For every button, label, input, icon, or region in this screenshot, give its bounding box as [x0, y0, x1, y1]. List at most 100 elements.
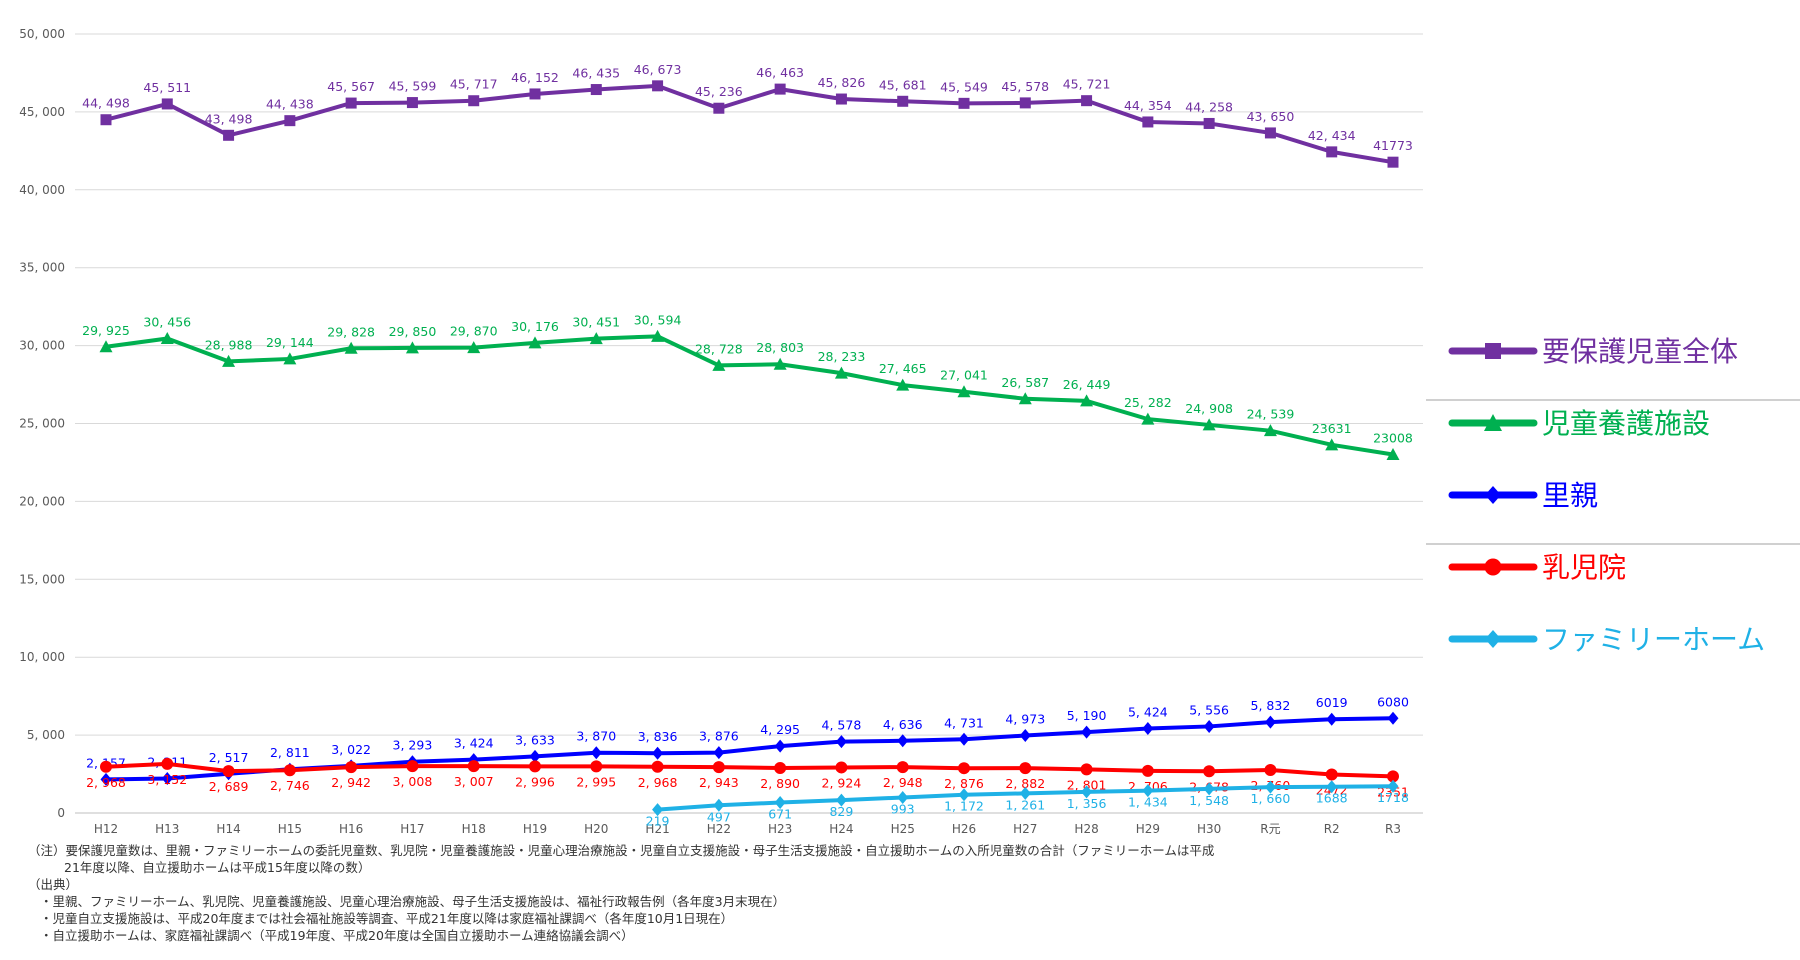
data-label: 41773: [1373, 138, 1413, 153]
data-label: 29, 870: [450, 324, 498, 339]
y-tick-label: 45, 000: [19, 105, 65, 119]
source-line: ・里親、ファミリーホーム、乳児院、児童養護施設、児童心理治療施設、母子生活支援施…: [40, 894, 786, 909]
data-label: 45, 681: [879, 77, 927, 92]
data-point: [1203, 782, 1215, 796]
data-point: [1019, 786, 1031, 800]
data-label: 29, 850: [389, 324, 437, 339]
data-label: 3, 870: [576, 729, 616, 744]
x-tick-label: R2: [1324, 822, 1340, 836]
data-label: 5, 190: [1067, 708, 1107, 723]
data-point: [161, 98, 173, 110]
data-point: [958, 762, 970, 775]
data-label: 3, 007: [454, 774, 494, 789]
data-point: [712, 761, 725, 774]
legend-label: 乳児院: [1542, 551, 1626, 584]
data-label: 42, 434: [1308, 128, 1356, 143]
data-label: 1, 660: [1251, 791, 1291, 806]
x-tick-label: H14: [216, 822, 240, 836]
data-label: 2, 811: [270, 745, 310, 760]
x-tick-label: H20: [584, 822, 608, 836]
data-point: [1264, 763, 1277, 776]
x-tick-label: H24: [829, 822, 853, 836]
y-tick-label: 50, 000: [19, 27, 65, 41]
x-tick-label: H19: [523, 822, 547, 836]
data-point: [99, 340, 113, 353]
data-label: 4, 731: [944, 715, 984, 730]
data-point: [1142, 721, 1154, 735]
data-point: [345, 97, 357, 109]
data-label: 2, 968: [638, 775, 678, 790]
data-label: 45, 511: [143, 80, 191, 95]
data-label: 4, 578: [822, 718, 862, 733]
data-point: [590, 746, 602, 760]
data-label: 1, 356: [1067, 796, 1107, 811]
note-line: （注）要保護児童数は、里親・ファミリーホームの委託児童数、乳児院・児童養護施設・…: [28, 843, 1215, 858]
source-line: ・児童自立支援施設は、平成20年度までは社会福祉施設等調査、平成21年度以降は家…: [40, 911, 734, 926]
data-point: [344, 341, 358, 354]
x-tick-label: H12: [94, 822, 118, 836]
data-label: 3, 424: [454, 736, 494, 751]
data-label: 27, 465: [879, 361, 927, 376]
data-label: 2, 996: [515, 774, 555, 789]
data-label: 30, 176: [511, 319, 559, 334]
data-label: 5, 556: [1189, 702, 1229, 717]
data-point: [713, 798, 725, 812]
data-point: [896, 378, 910, 391]
x-tick-label: H17: [400, 822, 424, 836]
data-point: [467, 760, 480, 773]
data-point: [713, 746, 725, 760]
data-point: [774, 83, 786, 95]
data-point: [1264, 780, 1276, 794]
data-label: 43, 650: [1247, 109, 1295, 124]
data-label: 5, 424: [1128, 704, 1168, 719]
data-label: 43, 498: [205, 111, 253, 126]
x-tick-label: H16: [339, 822, 363, 836]
data-point: [1387, 770, 1399, 783]
data-label: 45, 721: [1063, 77, 1111, 92]
data-label: 2, 948: [883, 775, 923, 790]
data-point: [160, 331, 174, 344]
data-point: [161, 772, 173, 786]
data-label: 1718: [1377, 790, 1409, 805]
data-point: [713, 102, 725, 114]
data-label: 46, 435: [572, 66, 620, 81]
data-point: [897, 95, 909, 107]
data-point: [1326, 712, 1338, 726]
data-point: [652, 803, 664, 817]
data-label: 45, 549: [940, 79, 988, 94]
data-label: 2, 801: [1067, 777, 1107, 792]
data-label: 1688: [1316, 791, 1348, 806]
data-label: 219: [646, 814, 670, 829]
source-line: ・自立援助ホームは、家庭福祉課調べ（平成19年度、平成20年度は全国自立援助ホー…: [40, 928, 634, 943]
y-tick-label: 15, 000: [19, 572, 65, 586]
data-label: 46, 463: [756, 65, 804, 80]
data-label: 2, 968: [86, 775, 126, 790]
legend-label: 里親: [1542, 479, 1598, 512]
data-point: [284, 115, 296, 127]
data-label: 45, 578: [1001, 79, 1049, 94]
y-tick-label: 0: [57, 806, 65, 820]
data-point: [1386, 448, 1400, 461]
data-label: 2, 942: [331, 775, 371, 790]
series-line: [104, 761, 1395, 779]
data-point: [774, 739, 786, 753]
footnotes: （注）要保護児童数は、里親・ファミリーホームの委託児童数、乳児院・児童養護施設・…: [28, 842, 1428, 944]
data-label: 3, 876: [699, 729, 739, 744]
data-label: 2, 943: [699, 775, 739, 790]
data-point: [1019, 762, 1032, 775]
data-label: 28, 803: [756, 340, 804, 355]
data-point: [652, 80, 664, 92]
data-point: [405, 341, 419, 354]
data-label: 3, 022: [331, 742, 371, 757]
y-tick-label: 10, 000: [19, 650, 65, 664]
data-label: 1, 434: [1128, 795, 1168, 810]
data-point: [1141, 412, 1155, 425]
data-label: 993: [891, 802, 915, 817]
data-point: [835, 793, 847, 807]
data-label: 44, 438: [266, 97, 314, 112]
data-label: 23008: [1373, 431, 1413, 446]
data-point: [1081, 785, 1093, 799]
data-point: [100, 772, 112, 786]
data-point: [1142, 116, 1154, 128]
